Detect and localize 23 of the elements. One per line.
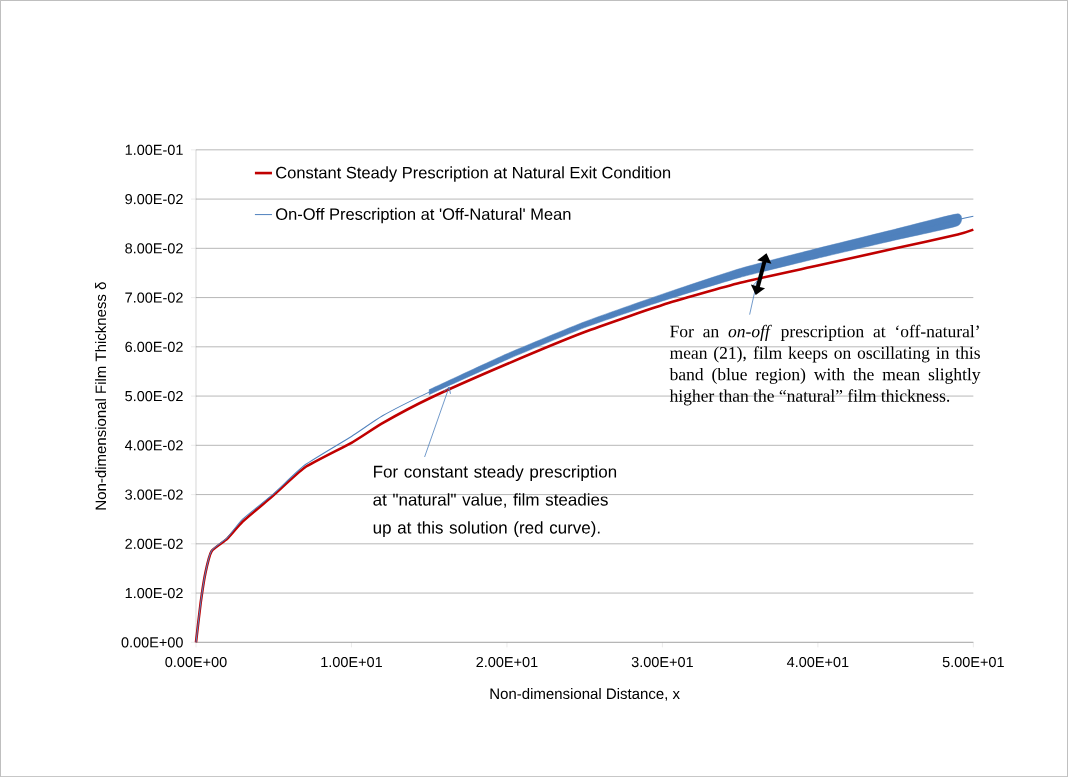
y-tick-label: 2.00E-02 <box>125 538 183 549</box>
y-tick-label: 1.00E-01 <box>125 144 183 155</box>
x-tick-label: 0.00E+00 <box>165 656 227 668</box>
y-tick-label: 5.00E-02 <box>125 390 183 402</box>
x-tick-label: 2.00E+01 <box>476 656 538 668</box>
x-tick-label: 5.00E+01 <box>942 656 1004 668</box>
x-tick-label: 1.00E+01 <box>321 656 382 668</box>
y-tick-label: 9.00E-02 <box>125 193 183 205</box>
y-axis-title: Non-dimensional Film Thickness δ <box>95 282 107 510</box>
y-tick-label: 1.00E-02 <box>125 587 183 599</box>
annotation: For an on-off prescription at ‘off-natural’ mean (21), film keeps on oscillating in this band (blue region) with the mean slightly higher than the “natural” film thickness. <box>669 324 981 406</box>
y-tick-label: 7.00E-02 <box>125 292 183 303</box>
annotation: For constant steady prescription at "natural" value, film steadies up at this solution (red curve). <box>373 465 617 537</box>
y-tick-label: 4.00E-02 <box>124 440 183 451</box>
legend-label: On-Off Prescription at 'Off-Natural' Mean <box>276 207 571 224</box>
y-tick-label: 8.00E-02 <box>125 243 183 254</box>
x-axis-title: Non-dimensional Distance, x <box>490 687 680 701</box>
y-tick-label: 6.00E-02 <box>125 341 183 352</box>
legend-label: Constant Steady Prescription at Natural Exit Condition <box>276 166 671 182</box>
y-tick-label: 0.00E+00 <box>121 637 183 648</box>
x-tick-label: 4.00E+01 <box>786 656 849 668</box>
y-tick-label: 3.00E-02 <box>125 489 183 500</box>
x-tick-label: 3.00E+01 <box>631 656 693 668</box>
